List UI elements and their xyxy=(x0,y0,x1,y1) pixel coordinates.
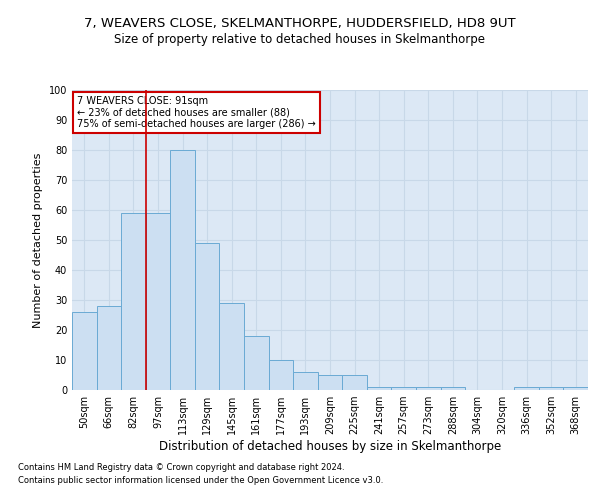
Bar xyxy=(97,306,121,390)
Bar xyxy=(269,360,293,390)
Bar xyxy=(220,303,244,390)
Bar xyxy=(440,387,465,390)
Text: Contains public sector information licensed under the Open Government Licence v3: Contains public sector information licen… xyxy=(18,476,383,485)
Bar xyxy=(72,312,97,390)
Bar xyxy=(416,387,440,390)
Bar xyxy=(170,150,195,390)
Bar xyxy=(195,243,220,390)
Bar xyxy=(244,336,269,390)
Y-axis label: Number of detached properties: Number of detached properties xyxy=(33,152,43,328)
Bar xyxy=(391,387,416,390)
Bar xyxy=(318,375,342,390)
Bar xyxy=(514,387,539,390)
Bar xyxy=(539,387,563,390)
Text: Contains HM Land Registry data © Crown copyright and database right 2024.: Contains HM Land Registry data © Crown c… xyxy=(18,464,344,472)
Bar xyxy=(342,375,367,390)
Text: 7, WEAVERS CLOSE, SKELMANTHORPE, HUDDERSFIELD, HD8 9UT: 7, WEAVERS CLOSE, SKELMANTHORPE, HUDDERS… xyxy=(84,18,516,30)
Bar xyxy=(563,387,588,390)
Bar xyxy=(121,213,146,390)
Text: Size of property relative to detached houses in Skelmanthorpe: Size of property relative to detached ho… xyxy=(115,32,485,46)
X-axis label: Distribution of detached houses by size in Skelmanthorpe: Distribution of detached houses by size … xyxy=(159,440,501,453)
Bar xyxy=(146,213,170,390)
Bar xyxy=(367,387,391,390)
Bar xyxy=(293,372,318,390)
Text: 7 WEAVERS CLOSE: 91sqm
← 23% of detached houses are smaller (88)
75% of semi-det: 7 WEAVERS CLOSE: 91sqm ← 23% of detached… xyxy=(77,96,316,129)
